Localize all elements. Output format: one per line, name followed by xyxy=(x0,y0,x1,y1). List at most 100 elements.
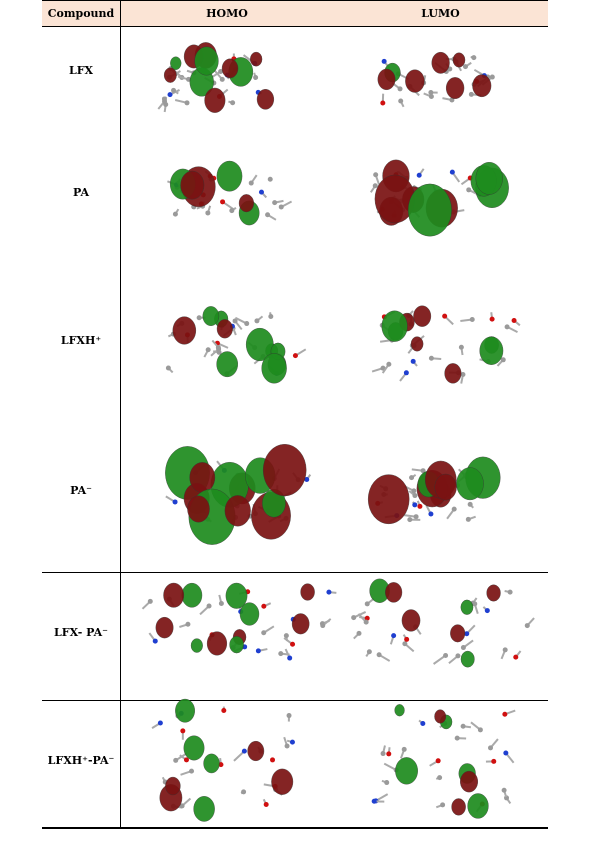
atom xyxy=(376,652,382,658)
atom xyxy=(416,172,422,178)
orbital-lobe xyxy=(475,162,503,195)
orbital-lobe xyxy=(479,336,504,365)
orbital-lobe xyxy=(434,473,457,501)
atom xyxy=(215,345,221,351)
orbital-lobe xyxy=(271,768,294,795)
atom xyxy=(372,183,378,189)
atom xyxy=(218,69,224,75)
rule xyxy=(42,700,548,701)
atom xyxy=(412,502,418,508)
orbital-lobe xyxy=(175,698,195,723)
atom xyxy=(467,501,473,507)
orbital-lobe xyxy=(456,467,484,501)
orbital-lobe xyxy=(216,160,243,192)
atom xyxy=(364,601,370,607)
atom xyxy=(261,630,267,636)
atom xyxy=(404,636,410,642)
atom xyxy=(443,652,449,658)
orbital-lobe xyxy=(225,582,248,609)
atom xyxy=(241,748,247,754)
atom xyxy=(386,361,392,367)
orbital-lobe xyxy=(238,194,254,213)
atom xyxy=(468,91,474,97)
atom xyxy=(503,750,509,756)
atom xyxy=(254,318,260,324)
compound-label: LFX xyxy=(68,64,94,77)
atom xyxy=(401,746,407,752)
rule xyxy=(42,0,548,1)
orbital-lobe xyxy=(170,56,182,70)
compound-label: PA xyxy=(72,186,89,199)
atom xyxy=(283,633,289,639)
compound-label: LFX- PA⁻ xyxy=(54,626,108,639)
atom xyxy=(286,713,292,719)
atom xyxy=(511,317,517,323)
atom xyxy=(440,802,446,808)
atom xyxy=(244,321,250,327)
rule xyxy=(42,827,548,829)
orbital-lobe xyxy=(190,638,203,653)
atom xyxy=(287,655,293,661)
orbital-lobe xyxy=(216,319,233,339)
atom xyxy=(428,355,434,361)
orbital-lobe xyxy=(413,305,432,327)
orbital-lobe xyxy=(460,650,475,668)
orbital-lobe xyxy=(486,584,501,602)
compound-label: LFXH⁺-PA⁻ xyxy=(47,754,115,767)
orbital-lobe xyxy=(204,87,226,113)
atom xyxy=(171,87,177,93)
atom xyxy=(449,169,455,175)
atom xyxy=(220,199,226,205)
atom xyxy=(172,499,178,505)
orbital-lobe xyxy=(460,599,474,615)
atom xyxy=(381,58,387,64)
atom xyxy=(420,720,426,726)
atom xyxy=(152,638,158,644)
orbital-lobe xyxy=(155,616,174,639)
orbital-lobe xyxy=(163,582,185,608)
atom xyxy=(491,758,497,764)
atom xyxy=(230,100,236,106)
atom xyxy=(258,189,264,195)
atom xyxy=(435,758,441,764)
atom xyxy=(410,358,416,364)
atom xyxy=(386,751,392,757)
orbital-lobe xyxy=(434,709,447,724)
atom xyxy=(477,727,483,733)
orbital-lobe xyxy=(395,757,418,785)
orbital-lobe xyxy=(401,609,421,632)
atom xyxy=(502,647,508,653)
orbital-lobe xyxy=(202,306,220,326)
orbital-lobe xyxy=(381,310,408,342)
header-cell: HOMO xyxy=(121,0,333,26)
atom xyxy=(206,603,212,609)
atom xyxy=(489,74,495,80)
atom xyxy=(179,803,185,809)
orbital-lobe xyxy=(194,46,219,76)
atom xyxy=(173,757,179,763)
atom xyxy=(409,475,415,481)
orbital-lobe xyxy=(450,624,466,643)
atom xyxy=(261,603,267,609)
atom xyxy=(184,100,190,106)
atom xyxy=(501,787,507,793)
atom xyxy=(292,353,298,359)
atom xyxy=(272,200,278,206)
atom xyxy=(232,318,238,324)
orbital-lobe xyxy=(216,351,238,378)
atom xyxy=(428,90,434,96)
atom xyxy=(458,344,464,350)
atom xyxy=(413,514,419,520)
orbital-lobe xyxy=(180,170,205,200)
atom xyxy=(500,357,506,363)
atom xyxy=(460,723,466,729)
atom xyxy=(411,488,417,494)
atom xyxy=(290,641,296,647)
atom xyxy=(196,315,202,321)
header-cell: LUMO xyxy=(333,0,548,26)
atom xyxy=(412,493,418,499)
orbital-lobe xyxy=(245,327,274,362)
orbital-lobe xyxy=(472,74,492,98)
atom xyxy=(398,98,404,104)
